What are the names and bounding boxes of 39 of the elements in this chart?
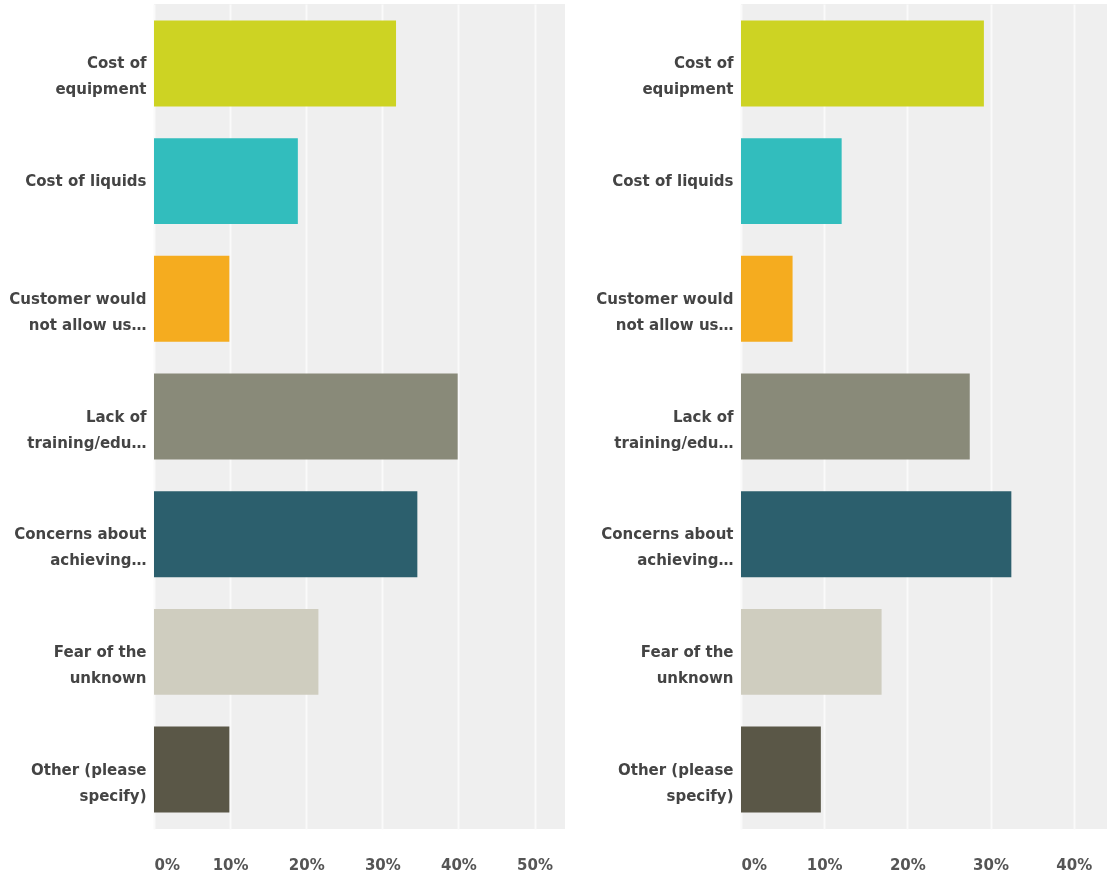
x-tick-label: 10%: [212, 855, 249, 874]
x-tick-label: 30%: [364, 855, 401, 874]
y-tick-label: Lack of training/edu…: [614, 407, 734, 452]
x-tick-label: 10%: [806, 855, 843, 874]
y-tick-label: Lack of training/edu…: [27, 407, 147, 452]
y-tick-label: Other (please specify): [617, 760, 734, 805]
y-tick-label: Concerns about achieving…: [601, 525, 734, 570]
y-tick-label: Cost of liquids: [612, 172, 734, 191]
bar: [741, 491, 1012, 578]
bar: [741, 20, 984, 107]
bar: [741, 608, 882, 695]
x-tick-label: 20%: [889, 855, 926, 874]
y-tick-label: Cost of liquids: [25, 172, 147, 191]
bar: [154, 726, 230, 813]
x-tick-label: 40%: [1056, 855, 1093, 874]
x-tick-label: 0%: [741, 855, 767, 874]
bar: [154, 491, 418, 578]
bar: [741, 726, 821, 813]
y-tick-label: Customer would not allow us…: [9, 289, 147, 334]
y-tick-label: Cost of equipment: [642, 54, 734, 99]
bar: [741, 138, 842, 225]
bar: [154, 138, 298, 225]
y-tick-label: Cost of equipment: [55, 54, 147, 99]
x-tick-label: 50%: [517, 855, 554, 874]
x-tick-label: 20%: [288, 855, 325, 874]
x-tick-label: 0%: [154, 855, 180, 874]
bar: [154, 20, 397, 107]
bar: [154, 608, 319, 695]
x-tick-label: 40%: [440, 855, 477, 874]
y-tick-label: Fear of the unknown: [53, 642, 147, 687]
x-tick-label: 30%: [973, 855, 1009, 874]
bar: [741, 373, 970, 460]
y-tick-label: Other (please specify): [30, 760, 147, 805]
y-tick-label: Concerns about achieving…: [14, 525, 147, 570]
bar: [154, 255, 230, 342]
y-tick-label: Fear of the unknown: [640, 642, 734, 687]
y-tick-label: Customer would not allow us…: [596, 289, 734, 334]
bar: [154, 373, 458, 460]
bar: [741, 255, 793, 342]
